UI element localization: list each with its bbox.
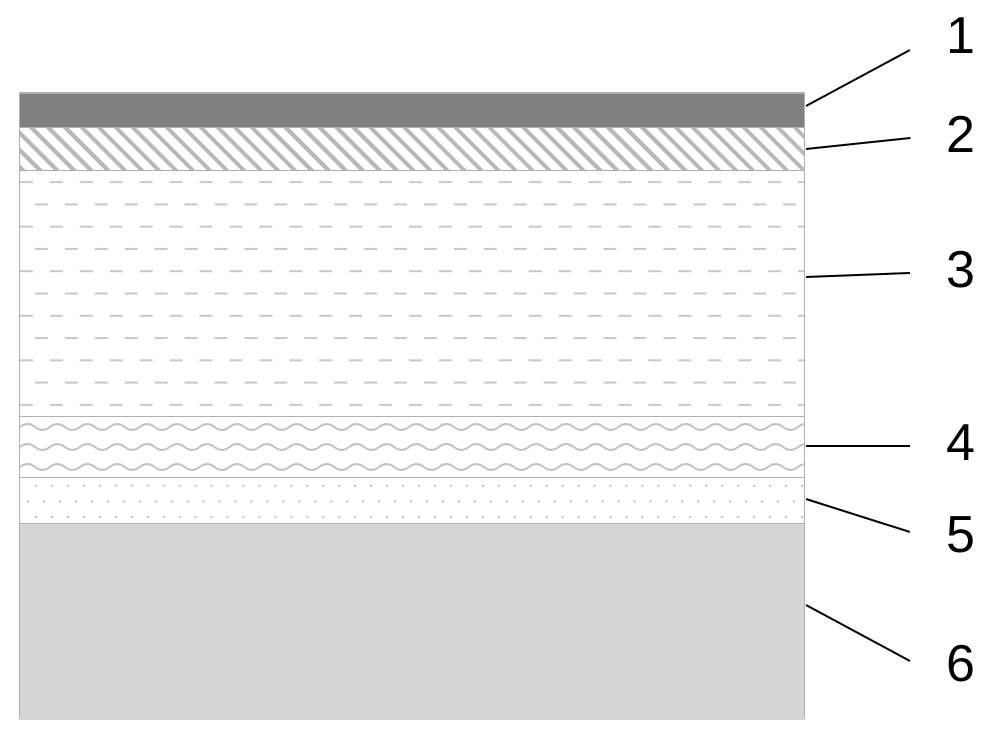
layer-4 bbox=[20, 416, 804, 477]
layer-6 bbox=[20, 523, 804, 720]
layer-5 bbox=[20, 477, 804, 523]
layer-2 bbox=[20, 127, 804, 170]
layer-3 bbox=[20, 170, 804, 416]
leader-6 bbox=[806, 604, 911, 662]
leader-1 bbox=[806, 49, 911, 107]
leader-4 bbox=[806, 445, 910, 447]
leader-3 bbox=[806, 272, 910, 278]
label-1: 1 bbox=[946, 6, 975, 66]
layer-stack-container bbox=[19, 92, 805, 719]
leader-5 bbox=[806, 498, 911, 533]
label-4: 4 bbox=[946, 413, 975, 473]
label-6: 6 bbox=[946, 634, 975, 694]
layer-1 bbox=[20, 93, 804, 127]
label-5: 5 bbox=[946, 505, 975, 565]
label-2: 2 bbox=[946, 105, 975, 165]
leader-2 bbox=[806, 137, 910, 150]
label-3: 3 bbox=[946, 240, 975, 300]
